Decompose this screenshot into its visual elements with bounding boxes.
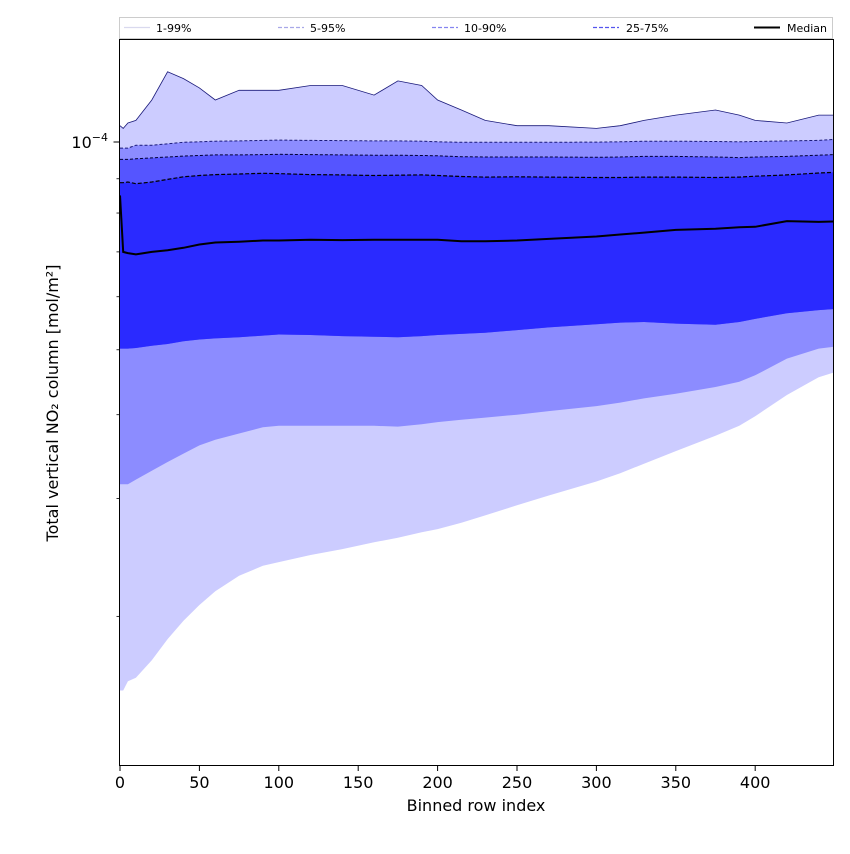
x-tick-label: 400 [740,773,771,792]
line-90 [120,153,834,160]
legend: 1-99% 5-95% 10-90% 25-75% Median [119,17,833,39]
legend-label: 1-99% [156,22,191,35]
x-axis-label: Binned row index [407,796,546,815]
x-tick-label: 300 [581,773,612,792]
legend-entries: 1-99% 5-95% 10-90% 25-75% Median [124,22,827,35]
legend-label: Median [787,22,827,35]
y-axis: 10−4 [71,131,120,617]
x-tick-label: 250 [502,773,533,792]
y-tick-label: 10−4 [71,131,108,152]
plot-frame [119,39,834,766]
x-axis: 0 50 100 150 200 250 300 350 400 [115,765,771,792]
legend-box [119,17,833,39]
x-tick-label: 100 [264,773,295,792]
median-line [119,195,834,256]
line-75 [120,171,834,185]
x-tick-label: 200 [422,773,453,792]
x-tick-label: 50 [189,773,209,792]
x-tick-label: 150 [343,773,374,792]
band-core [120,172,833,349]
legend-label: 25-75% [626,22,668,35]
line-99 [119,71,833,129]
line-95 [120,139,834,149]
lines-layer [119,71,834,256]
x-tick-label: 0 [115,773,125,792]
y-axis-label: Total vertical NO₂ column [mol/m²] [43,265,62,543]
legend-label: 10-90% [464,22,506,35]
x-tick-label: 350 [661,773,692,792]
legend-label: 5-95% [310,22,345,35]
bands-layer [120,71,833,691]
